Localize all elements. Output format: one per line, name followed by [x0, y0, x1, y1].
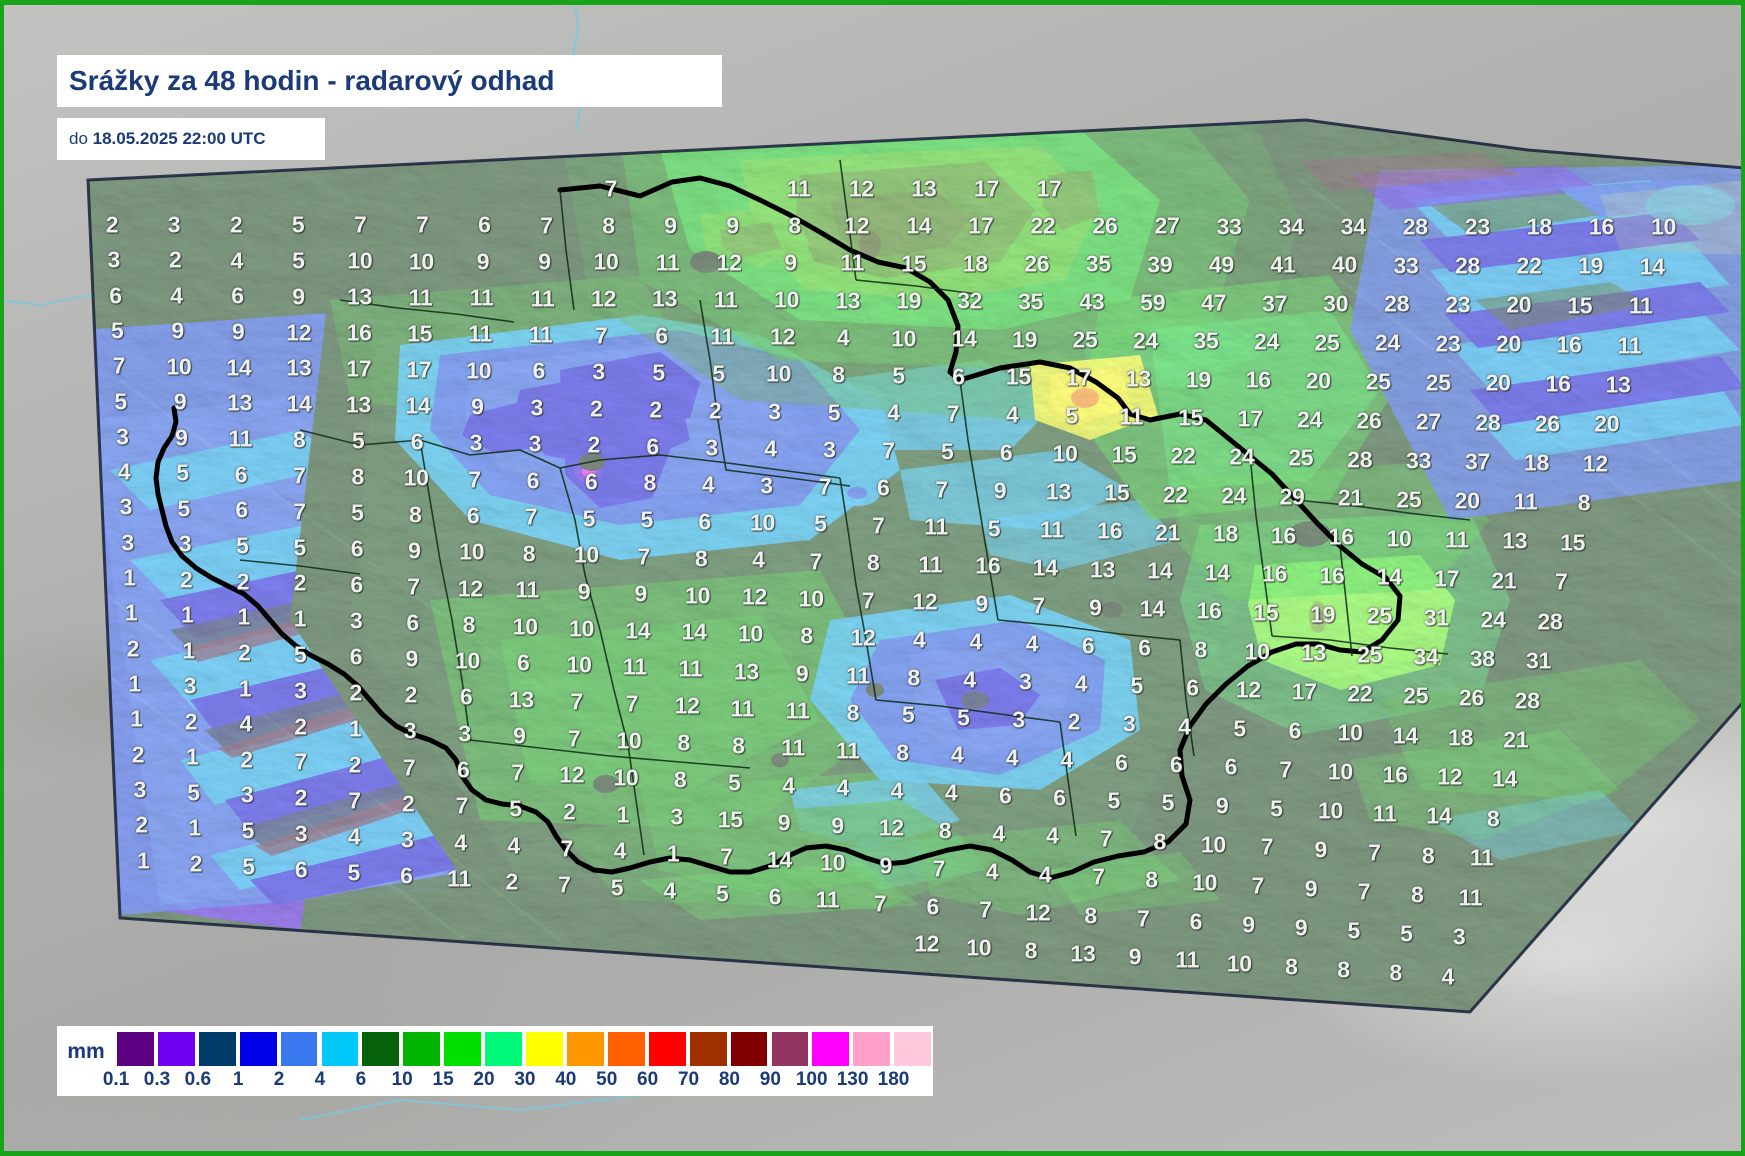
legend-cell: 60 — [637, 1032, 688, 1092]
legend-tick-label: 4 — [314, 1069, 326, 1090]
legend-swatch — [853, 1032, 891, 1066]
legend-tick-label: 30 — [514, 1069, 536, 1090]
legend-tick-label: 70 — [677, 1069, 700, 1090]
title-panel: Srážky za 48 hodin - radarový odhad — [57, 55, 722, 107]
legend-tick-label: 0.6 — [184, 1069, 212, 1090]
legend-swatch — [485, 1032, 523, 1066]
raster-boundary — [86, 118, 1745, 1014]
legend-swatch — [689, 1032, 727, 1066]
legend-tick-label: 20 — [473, 1069, 495, 1090]
legend-swatch — [567, 1032, 604, 1066]
legend-swatch — [526, 1032, 563, 1066]
legend-swatch — [280, 1032, 318, 1066]
legend-swatch — [362, 1032, 400, 1066]
legend-tick-label: 0.3 — [143, 1069, 171, 1090]
legend-cell: 0.3 — [144, 1032, 197, 1092]
legend-tick-label: 50 — [596, 1069, 618, 1090]
legend-swatch — [321, 1032, 359, 1066]
legend-cell: 6 — [356, 1032, 401, 1092]
legend-unit-label: mm — [67, 1040, 105, 1063]
frame-border-right — [1741, 0, 1745, 1156]
legend-cell: 15 — [433, 1032, 483, 1092]
legend-tick-label: 80 — [718, 1069, 741, 1090]
legend-tick-label: 60 — [637, 1069, 659, 1090]
legend-cell: 130 — [837, 1032, 892, 1092]
legend-cell: 2 — [274, 1032, 320, 1092]
subtitle-panel: do 18.05.2025 22:00 UTC — [57, 118, 325, 160]
legend-swatch — [157, 1032, 195, 1066]
legend-cell: 0.6 — [185, 1032, 238, 1092]
legend-swatch — [239, 1032, 277, 1066]
legend-cell: 100 — [796, 1032, 851, 1092]
legend-cell: 40 — [555, 1032, 606, 1092]
legend-swatch — [117, 1032, 154, 1066]
legend-swatch — [607, 1032, 645, 1066]
legend-cell: 20 — [473, 1032, 524, 1092]
legend-swatch — [198, 1032, 236, 1066]
legend-tick-label: 0.1 — [102, 1069, 130, 1090]
legend-cell: 10 — [392, 1032, 442, 1092]
legend-cell: 50 — [596, 1032, 647, 1092]
legend-tick-label: 40 — [555, 1069, 577, 1090]
valid-time-label: do 18.05.2025 22:00 UTC — [69, 129, 266, 148]
legend-swatch — [894, 1032, 932, 1066]
legend-panel: mm 0.1 0.3 0.6 1 2 4 6 10 15 20 30 40 50 60 70 80 90 100 1… — [57, 1026, 933, 1096]
legend-cell: 70 — [678, 1032, 729, 1092]
legend-swatch — [403, 1032, 441, 1066]
legend-tick-label: 130 — [836, 1069, 869, 1090]
frame-border-top — [0, 0, 1745, 5]
legend-cell: 90 — [760, 1032, 811, 1092]
legend-swatch — [771, 1032, 809, 1066]
legend-tick-label: 6 — [355, 1069, 367, 1090]
page-title: Srážky za 48 hodin - radarový odhad — [69, 65, 555, 96]
legend-cell: 80 — [719, 1032, 770, 1092]
legend-cell: 4 — [315, 1032, 361, 1092]
legend-tick-label: 15 — [432, 1069, 454, 1090]
legend-tick-label: 1 — [232, 1069, 244, 1090]
frame-border-left — [0, 0, 4, 1156]
legend-tick-label: 180 — [877, 1069, 910, 1090]
legend-cell: 30 — [514, 1032, 565, 1092]
legend-cell: 180 — [878, 1032, 933, 1092]
legend-swatch — [730, 1032, 768, 1066]
valid-time-value: 18.05.2025 22:00 UTC — [92, 129, 266, 148]
legend-swatch — [444, 1032, 482, 1066]
legend-cell: 1 — [233, 1032, 279, 1092]
legend-swatch — [812, 1032, 850, 1066]
frame-border-bottom — [0, 1151, 1745, 1156]
legend-tick-label: 2 — [273, 1069, 285, 1090]
legend-tick-label: 90 — [759, 1069, 781, 1090]
legend-color-scale: 0.1 0.3 0.6 1 2 4 6 10 15 20 30 40 50 60 70 80 90 100 130 1… — [103, 1026, 933, 1096]
legend-tick-label: 100 — [795, 1069, 828, 1090]
legend-tick-label: 10 — [391, 1069, 413, 1090]
legend-cell: 0.1 — [103, 1032, 156, 1092]
legend-swatch — [648, 1032, 686, 1066]
